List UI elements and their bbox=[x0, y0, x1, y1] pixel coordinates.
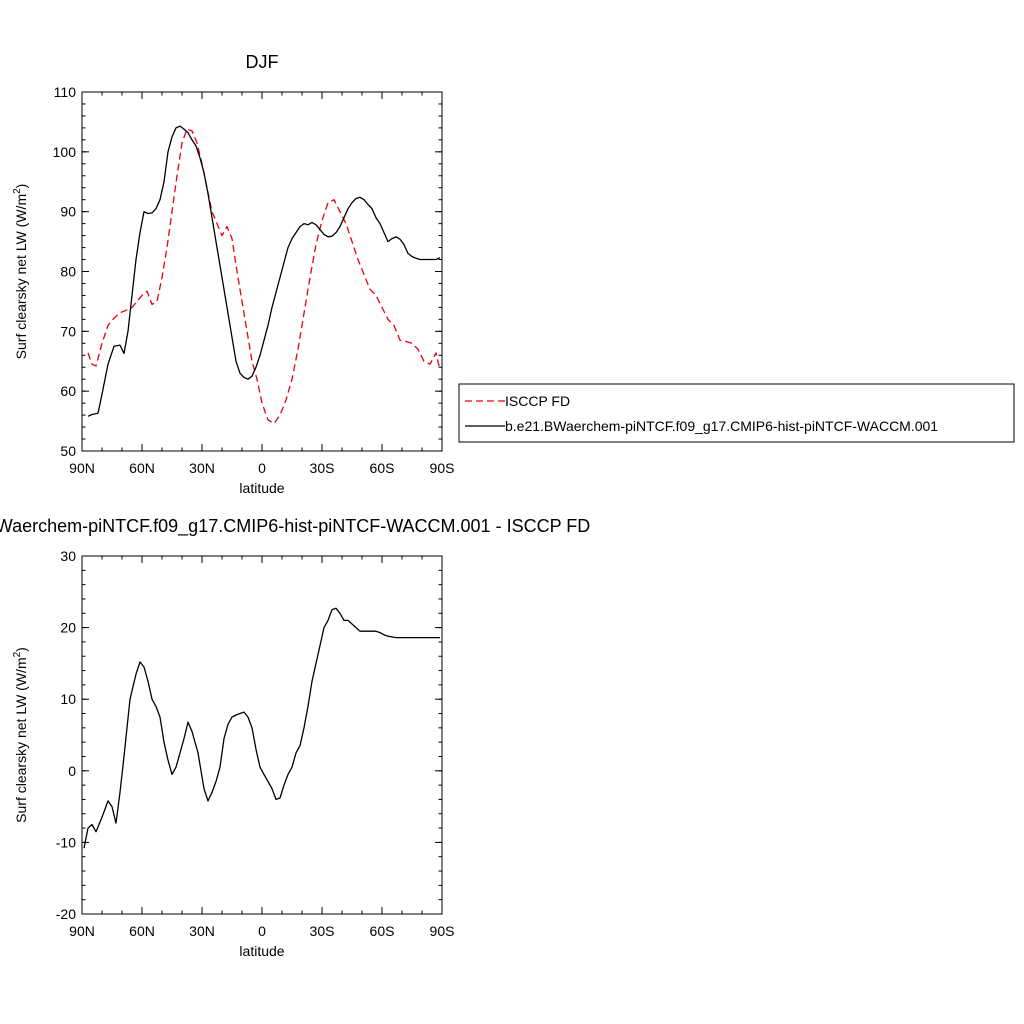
y-axis-label-main: Surf clearsky net LW (W/m bbox=[13, 194, 29, 359]
y-tick-label: 20 bbox=[60, 620, 76, 636]
x-tick-label: 0 bbox=[258, 460, 266, 476]
y-tick-label: 50 bbox=[60, 443, 76, 459]
y-tick-label: 70 bbox=[60, 323, 76, 339]
x-tick-label: 60N bbox=[129, 460, 155, 476]
x-tick-label: 90S bbox=[430, 923, 455, 939]
x-tick-label: 90N bbox=[69, 460, 95, 476]
x-tick-label: 0 bbox=[258, 923, 266, 939]
x-tick-label: 30N bbox=[189, 460, 215, 476]
x-axis-label: latitude bbox=[239, 480, 284, 496]
legend-label-1: ISCCP FD bbox=[505, 393, 570, 409]
y-tick-label: 30 bbox=[60, 548, 76, 564]
plot-frame bbox=[81, 555, 443, 915]
y-tick-label: 10 bbox=[60, 691, 76, 707]
y-tick-label: -10 bbox=[56, 834, 76, 850]
series-line-2 bbox=[87, 125, 441, 417]
y-tick-label: 0 bbox=[68, 763, 76, 779]
x-tick-label: 30S bbox=[310, 923, 335, 939]
y-axis-label-end: ) bbox=[13, 184, 29, 189]
y-tick-label: 100 bbox=[53, 144, 77, 160]
y-axis-label-main: Surf clearsky net LW (W/m bbox=[13, 657, 29, 822]
y-tick-label: 80 bbox=[60, 264, 76, 280]
x-tick-label: 90N bbox=[69, 923, 95, 939]
y-axis-label: Surf clearsky net LW (W/m2) bbox=[12, 647, 29, 823]
legend-label-2: b.e21.BWaerchem-piNTCF.f09_g17.CMIP6-his… bbox=[505, 418, 938, 434]
legend-box bbox=[458, 383, 1015, 443]
x-tick-label: 30S bbox=[310, 460, 335, 476]
y-tick-label: 90 bbox=[60, 204, 76, 220]
chart-panel-2: b.e21.BWaerchem-piNTCF.f09_g17.CMIP6-his… bbox=[0, 516, 590, 959]
chart-title: DJF bbox=[246, 52, 279, 72]
legend: ISCCP FD b.e21.BWaerchem-piNTCF.f09_g17.C… bbox=[458, 383, 1015, 443]
y-axis-label-sup: 2 bbox=[12, 651, 23, 657]
y-tick-label: 110 bbox=[54, 84, 77, 100]
series-line-1 bbox=[87, 128, 441, 425]
plot-frame bbox=[81, 91, 443, 452]
x-tick-label: 60S bbox=[370, 460, 395, 476]
y-axis-label-end: ) bbox=[13, 647, 29, 652]
y-axis-label-sup: 2 bbox=[12, 188, 23, 194]
y-tick-label: 60 bbox=[60, 383, 76, 399]
series-line-1 bbox=[83, 607, 440, 849]
x-tick-label: 60S bbox=[370, 923, 395, 939]
x-tick-label: 30N bbox=[189, 923, 215, 939]
chart-panel-1: DJF 50 60 70 80 90 100 110 90N 60N 30N 0 30S 60S 90S la… bbox=[12, 52, 1015, 496]
x-tick-label: 90S bbox=[430, 460, 455, 476]
y-tick-label: -20 bbox=[56, 906, 76, 922]
x-axis-label: latitude bbox=[239, 943, 284, 959]
y-axis-label: Surf clearsky net LW (W/m2) bbox=[12, 184, 29, 360]
chart-title: b.e21.BWaerchem-piNTCF.f09_g17.CMIP6-his… bbox=[0, 516, 590, 537]
x-tick-label: 60N bbox=[129, 923, 155, 939]
